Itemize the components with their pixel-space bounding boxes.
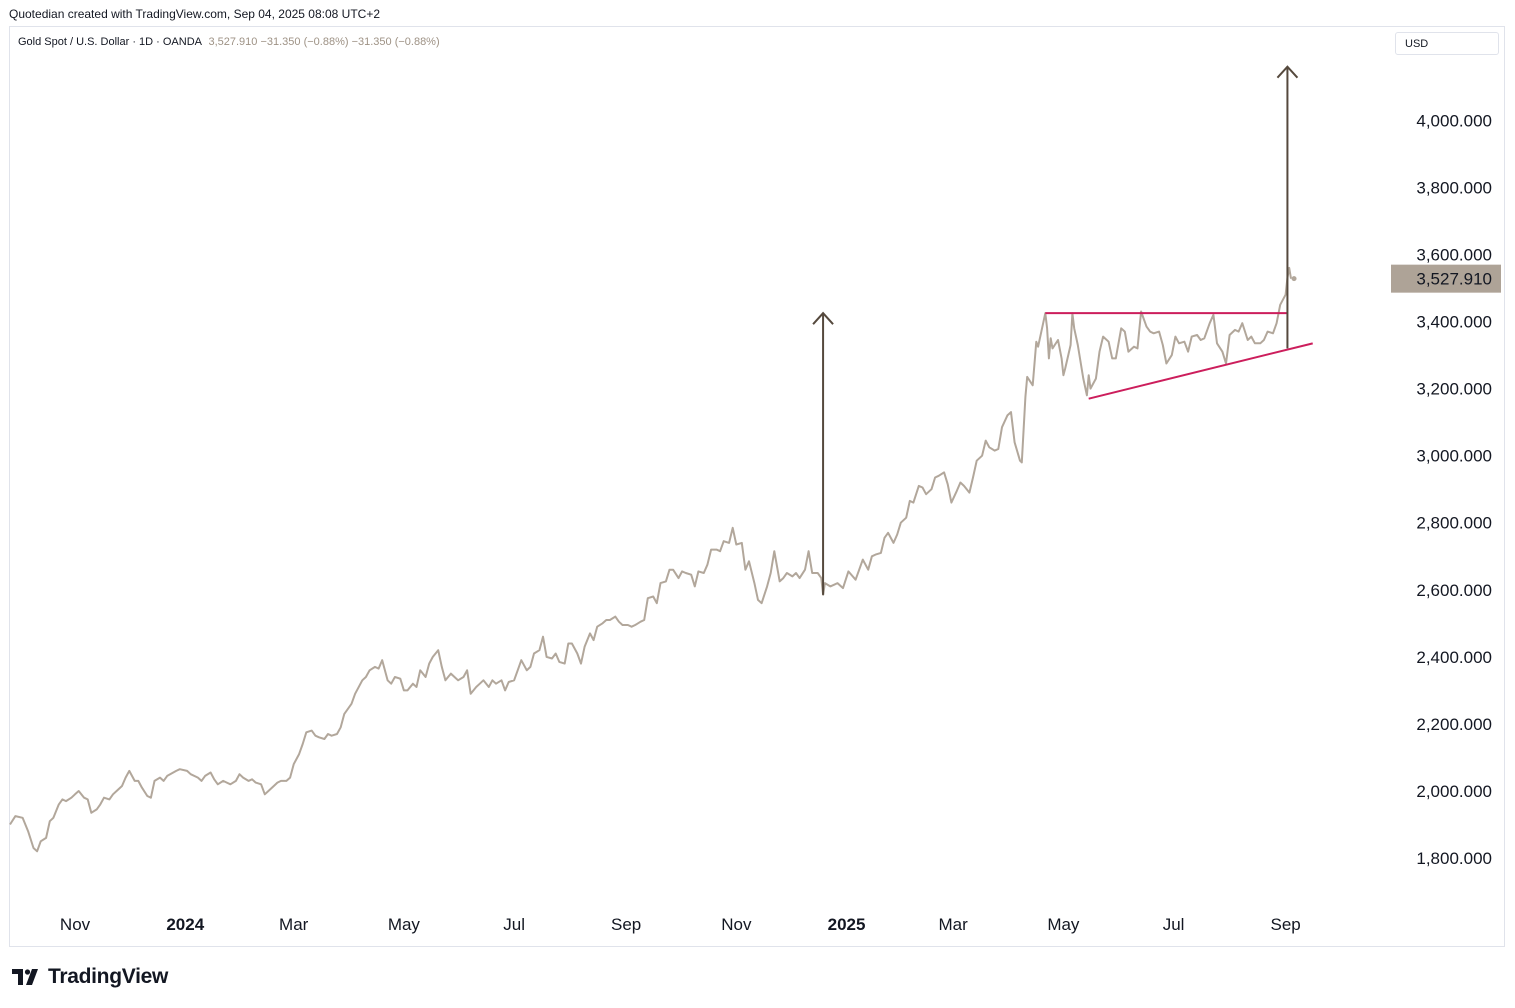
x-tick-label: Jul [503,915,525,934]
x-tick-label: 2024 [166,915,204,934]
drawings-layer [812,65,1313,595]
x-tick-label: Nov [721,915,752,934]
x-tick-label: Jul [1163,915,1185,934]
x-tick-label: Sep [1270,915,1300,934]
y-tick-label: 2,200.000 [1416,715,1492,734]
symbol-values: 3,527.910 −31.350 (−0.88%) −31.350 (−0.8… [208,36,440,48]
y-tick-label: 2,800.000 [1416,514,1492,533]
symbol-title: Gold Spot / U.S. Dollar · 1D · OANDA [18,36,202,48]
y-tick-label: 4,000.000 [1416,111,1492,130]
last-price-label: 3,527.910 [1416,270,1492,289]
x-tick-label: 2025 [828,915,866,934]
x-axis: Nov 2024 Mar May Jul Sep Nov 2025 Mar May Jul Sep [60,915,1301,934]
support-line[interactable] [1088,342,1313,400]
price-line [9,266,1292,853]
y-tick-label: 1,800.000 [1416,849,1492,868]
y-tick-label: 3,000.000 [1416,447,1492,466]
y-tick-label: 3,200.000 [1416,380,1492,399]
series-layer [9,266,1297,853]
tradingview-logo[interactable]: TradingView [12,965,168,989]
y-tick-label: 3,600.000 [1416,245,1492,264]
target-arrow-head[interactable] [1276,65,1299,79]
x-tick-label: Nov [60,915,91,934]
x-tick-label: Mar [279,915,309,934]
target-arrow-head[interactable] [812,311,834,325]
symbol-legend[interactable]: Gold Spot / U.S. Dollar · 1D · OANDA 3,5… [18,36,440,48]
y-tick-label: 3,400.000 [1416,313,1492,332]
brand-name: TradingView [48,965,169,988]
chart-frame [9,26,1505,947]
y-axis: 1,800.000 2,000.000 2,200.000 2,400.000 2,60… [1416,111,1492,868]
y-tick-label: 3,800.000 [1416,178,1492,197]
x-tick-label: Sep [611,915,641,934]
tradingview-logo-icon [12,969,38,985]
x-tick-label: May [388,915,421,934]
currency-button[interactable]: USD [1395,32,1499,55]
x-tick-label: Mar [939,915,969,934]
last-price-layer: 3,527.910 [1391,264,1501,293]
y-tick-label: 2,600.000 [1416,581,1492,600]
y-tick-label: 2,000.000 [1416,782,1492,801]
chart-credit: Quotedian created with TradingView.com, … [9,7,381,21]
last-price-tag [1391,264,1501,293]
y-tick-label: 2,400.000 [1416,648,1492,667]
last-price-dot [1291,276,1297,282]
x-tick-label: May [1047,915,1080,934]
